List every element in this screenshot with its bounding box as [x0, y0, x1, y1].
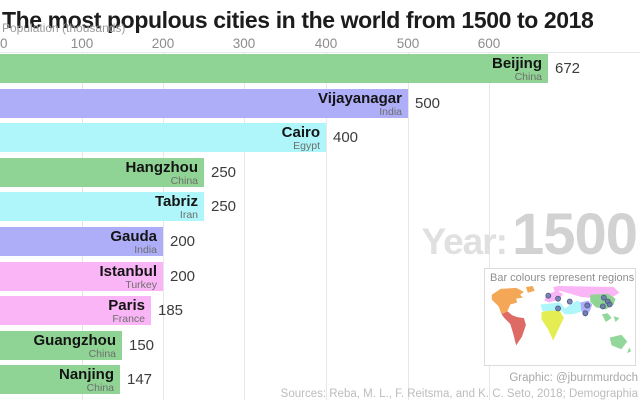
bar-value-label: 250 [211, 164, 237, 181]
bar-nanjing: Nanjing China [0, 365, 120, 394]
world-map [491, 285, 632, 354]
bar-value-label: 185 [158, 302, 184, 319]
bar-guangzhou: Guangzhou China [0, 331, 122, 360]
bar-country-label: Iran [179, 209, 198, 221]
gridline [489, 52, 490, 400]
map-regions [491, 285, 632, 354]
gridline [163, 52, 164, 400]
axis-tick: 500 [396, 36, 420, 51]
bar-labels: Cairo Egypt [282, 123, 320, 152]
map-region-oceania [601, 313, 632, 354]
bar-city-label: Vijayanagar [318, 90, 402, 107]
bar-city-label: Beijing [491, 55, 542, 72]
bar-labels: Guangzhou China [34, 331, 117, 360]
bar-city-label: Paris [108, 297, 145, 314]
city-dot [600, 294, 607, 301]
axis-tick: 400 [314, 36, 338, 51]
bar-country-label: China [514, 71, 542, 83]
bar-city-label: Hangzhou [125, 159, 199, 176]
bar-labels: Vijayanagar India [318, 89, 402, 118]
map-region-north-america [491, 285, 535, 315]
bar-beijing: Beijing China [0, 54, 548, 83]
sources-note: Sources: Reba, M. L., F. Reitsma, and K.… [280, 388, 638, 400]
bar-labels: Istanbul Turkey [99, 262, 157, 291]
bar-country-label: China [86, 382, 114, 394]
bar-vijayanagar: Vijayanagar India [0, 89, 408, 118]
bar-value-label: 672 [555, 60, 581, 77]
bar-country-label: India [134, 244, 157, 256]
bar-value-label: 150 [129, 337, 155, 354]
map-region-mena [540, 300, 585, 315]
bar-cairo: Cairo Egypt [0, 123, 326, 152]
axis-tick: 300 [232, 36, 256, 51]
axis-tick: 100 [70, 36, 94, 51]
city-dot [584, 302, 591, 309]
city-dot [582, 310, 589, 317]
bar-labels: Hangzhou China [126, 158, 199, 187]
city-location-dots [545, 292, 613, 317]
axis-label: Population (thousands) [2, 21, 126, 35]
bar-istanbul: Istanbul Turkey [0, 262, 163, 291]
bar-city-label: Istanbul [99, 263, 157, 280]
bar-country-label: India [379, 106, 402, 118]
map-region-latin-america [501, 311, 526, 346]
bar-city-label: Nanjing [59, 366, 114, 383]
bar-tabriz: Tabriz Iran [0, 192, 204, 221]
year-label: Year: [421, 221, 508, 262]
bar-country-label: France [112, 313, 145, 325]
city-dot [555, 305, 561, 312]
axis-baseline [0, 52, 640, 53]
city-dot [606, 301, 613, 308]
map-region-africa [541, 309, 564, 341]
bar-labels: Gauda India [110, 227, 157, 256]
legend-caption: Bar colours represent regions [490, 272, 635, 284]
bar-gauda: Gauda India [0, 227, 163, 256]
axis-tick: 600 [477, 36, 501, 51]
axis-tick: 0 [0, 36, 8, 51]
bar-country-label: Egypt [293, 140, 320, 152]
bar-hangzhou: Hangzhou China [0, 158, 204, 187]
bar-labels: Nanjing China [59, 365, 114, 394]
city-dot [555, 295, 561, 302]
bar-country-label: Turkey [125, 279, 157, 291]
page-title: The most populous cities in the world fr… [2, 7, 594, 34]
gridline [408, 52, 409, 400]
bar-labels: Tabriz Iran [155, 192, 198, 221]
bar-labels: Paris France [108, 296, 145, 325]
bar-value-label: 147 [127, 371, 153, 388]
axis-tick: 200 [151, 36, 175, 51]
graphic-credit: Graphic: @jburnmurdoch [509, 372, 638, 384]
bar-city-label: Tabriz [154, 193, 198, 210]
bar-city-label: Guangzhou [33, 332, 117, 349]
bar-country-label: China [88, 348, 116, 360]
bar-value-label: 250 [211, 198, 237, 215]
bar-value-label: 200 [170, 268, 196, 285]
region-legend: Bar colours represent regions [484, 268, 636, 366]
year-value: 1500 [511, 202, 638, 267]
year-indicator: Year: 1500 [421, 202, 638, 267]
bar-country-label: China [170, 175, 198, 187]
gridline [82, 52, 83, 400]
bar-value-label: 500 [415, 95, 441, 112]
city-dot [599, 303, 606, 310]
city-dot [566, 298, 573, 305]
gridline [326, 52, 327, 400]
city-dot [545, 292, 552, 299]
gridline [244, 52, 245, 400]
bar-value-label: 200 [170, 233, 196, 250]
bar-city-label: Cairo [281, 124, 320, 141]
bar-paris: Paris France [0, 296, 151, 325]
bar-value-label: 400 [333, 129, 359, 146]
bar-city-label: Gauda [110, 228, 157, 245]
bar-labels: Beijing China [492, 54, 542, 83]
